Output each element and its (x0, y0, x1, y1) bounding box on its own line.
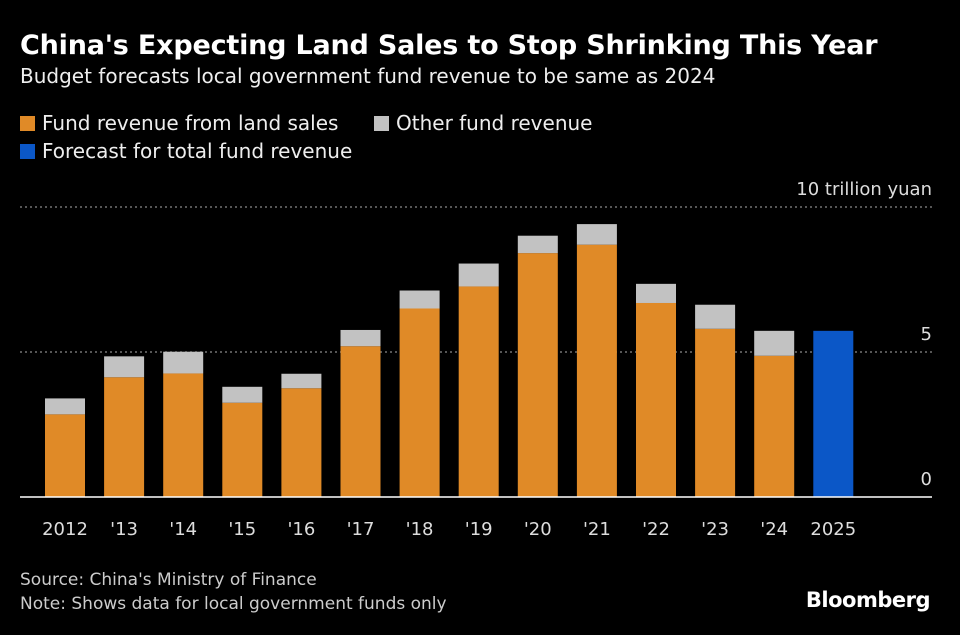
legend-item-land-sales: Fund revenue from land sales (20, 111, 338, 135)
bar-land-sales-10 (636, 302, 676, 497)
x-tick-label-7: '19 (465, 519, 493, 540)
x-tick-label-11: '23 (701, 519, 729, 540)
x-tick-label-6: '18 (406, 519, 434, 540)
bar-land-sales-6 (399, 308, 440, 497)
x-tick-label-8: '20 (524, 519, 552, 540)
bar-land-sales-7 (458, 286, 499, 497)
bar-forecast-13 (813, 330, 854, 497)
bar-other-8 (517, 235, 558, 254)
bar-land-sales-8 (517, 253, 558, 497)
bar-land-sales-0 (45, 414, 85, 497)
bar-other-2 (163, 351, 204, 374)
bar-other-5 (340, 329, 381, 347)
legend-label-land-sales: Fund revenue from land sales (42, 111, 339, 135)
x-tick-label-9: '21 (583, 519, 611, 540)
bar-other-11 (695, 304, 736, 329)
bar-other-10 (636, 283, 676, 303)
x-tick-label-10: '22 (642, 519, 670, 540)
legend-swatch-other (374, 115, 389, 131)
bar-land-sales-3 (222, 402, 263, 497)
chart-subtitle: Budget forecasts local government fund r… (20, 64, 716, 88)
bar-land-sales-2 (163, 373, 204, 497)
bar-other-9 (576, 224, 617, 245)
legend-label-forecast: Forecast for total fund revenue (42, 139, 353, 163)
y-tick-label-0: 0 (921, 469, 932, 490)
bloomberg-logo: Bloomberg (805, 588, 931, 612)
x-tick-label-0: 2012 (42, 519, 88, 540)
bar-other-12 (754, 330, 795, 356)
bar-other-7 (458, 263, 499, 287)
bar-chart: 0 5 10 trillion yuan 2012 '13 '14 '15 '16 '17 '18… (20, 179, 932, 540)
legend-item-other: Other fund revenue (374, 111, 592, 135)
bar-land-sales-12 (754, 355, 795, 497)
bar-land-sales-5 (340, 346, 381, 497)
bar-other-6 (399, 290, 440, 309)
x-tick-label-1: '13 (110, 519, 138, 540)
chart-title: China's Expecting Land Sales to Stop Shr… (20, 30, 878, 61)
bar-other-1 (104, 356, 145, 378)
data-note: Note: Shows data for local government fu… (20, 594, 447, 614)
legend-label-other: Other fund revenue (396, 111, 593, 135)
x-tick-label-5: '17 (347, 519, 375, 540)
source-note: Source: China's Ministry of Finance (20, 570, 317, 590)
x-tick-label-4: '16 (287, 519, 315, 540)
y-tick-label-10: 10 trillion yuan (796, 179, 932, 200)
bar-land-sales-4 (281, 388, 322, 497)
legend-swatch-land-sales (20, 115, 35, 131)
legend-swatch-forecast (20, 143, 35, 159)
bar-other-4 (281, 373, 322, 389)
x-tick-label-3: '15 (228, 519, 256, 540)
bar-other-3 (222, 386, 263, 403)
bar-land-sales-11 (695, 328, 736, 497)
x-tick-label-2: '14 (169, 519, 197, 540)
bar-land-sales-9 (576, 244, 617, 497)
x-tick-label-13: 2025 (810, 519, 856, 540)
y-tick-label-5: 5 (921, 324, 932, 345)
bar-other-0 (45, 398, 85, 415)
x-tick-label-12: '24 (760, 519, 788, 540)
bar-land-sales-1 (104, 377, 145, 497)
legend-item-forecast: Forecast for total fund revenue (20, 139, 352, 163)
